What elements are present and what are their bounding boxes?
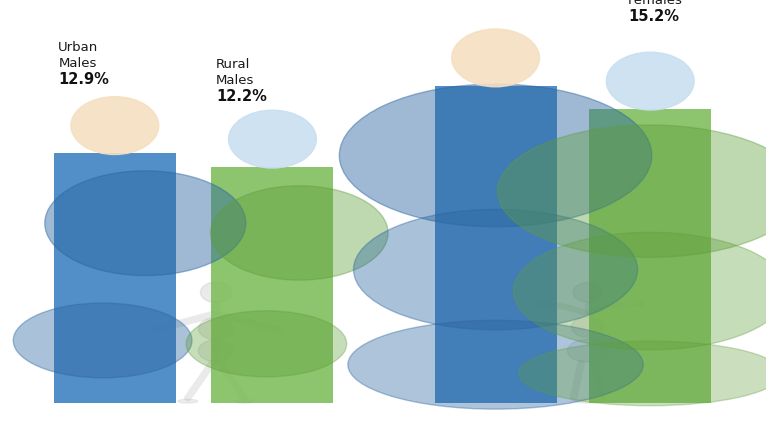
Text: Rural
Males: Rural Males <box>216 58 255 87</box>
Text: Urban
Males: Urban Males <box>58 41 98 70</box>
Text: 15.2%: 15.2% <box>628 9 679 23</box>
Ellipse shape <box>178 399 197 403</box>
Ellipse shape <box>606 52 694 110</box>
Ellipse shape <box>452 29 539 87</box>
Ellipse shape <box>513 232 774 350</box>
FancyBboxPatch shape <box>54 153 176 403</box>
Ellipse shape <box>198 340 234 362</box>
FancyBboxPatch shape <box>211 167 334 403</box>
Ellipse shape <box>567 340 608 362</box>
Ellipse shape <box>498 125 774 257</box>
Ellipse shape <box>211 186 388 280</box>
FancyBboxPatch shape <box>434 86 557 403</box>
Ellipse shape <box>348 321 643 409</box>
Text: 12.2%: 12.2% <box>216 89 267 104</box>
Ellipse shape <box>354 210 638 330</box>
Ellipse shape <box>519 341 774 406</box>
FancyBboxPatch shape <box>589 109 711 403</box>
Ellipse shape <box>71 97 159 155</box>
Ellipse shape <box>200 282 231 303</box>
Ellipse shape <box>13 303 192 378</box>
Ellipse shape <box>228 110 317 168</box>
Ellipse shape <box>45 171 246 276</box>
Ellipse shape <box>573 283 602 302</box>
Text: 12.9%: 12.9% <box>58 72 109 87</box>
Ellipse shape <box>575 399 601 403</box>
Ellipse shape <box>235 399 254 403</box>
Ellipse shape <box>571 317 604 337</box>
Ellipse shape <box>186 311 347 377</box>
Text: Rural
Females: Rural Females <box>628 0 683 7</box>
Ellipse shape <box>198 318 234 340</box>
Ellipse shape <box>339 84 652 227</box>
